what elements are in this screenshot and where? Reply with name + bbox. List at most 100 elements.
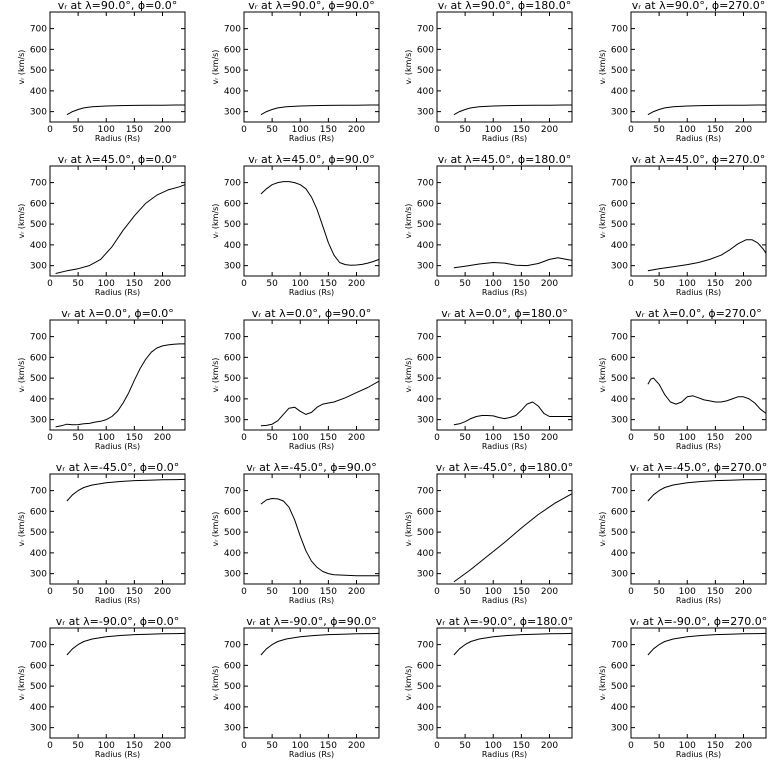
- x-tick-label: 150: [513, 279, 530, 289]
- x-tick-label: 150: [320, 125, 337, 135]
- y-tick-label: 300: [224, 570, 241, 580]
- x-tick-label: 200: [154, 279, 171, 289]
- panel-1: vᵣ at λ=90.0°, ϕ=0.0° 0 50 100 150 200 300 400 5…: [17, 0, 186, 143]
- y-tick-label: 500: [30, 220, 47, 230]
- x-tick-label: 150: [320, 741, 337, 751]
- series-line: [453, 632, 573, 656]
- x-axis-label: Radius (Rs): [482, 442, 527, 451]
- y-tick-label: 600: [224, 353, 241, 363]
- y-tick-label: 700: [224, 25, 241, 35]
- y-axis-label: vᵣ (km/s): [211, 50, 220, 85]
- y-tick-label: 500: [417, 66, 434, 76]
- x-tick-label: 150: [320, 433, 337, 443]
- x-tick-label: 200: [735, 741, 752, 751]
- plot-frame: [49, 627, 186, 739]
- x-tick-label: 50: [72, 433, 84, 443]
- x-tick-label: 200: [735, 587, 752, 597]
- panel-title: vᵣ at λ=-45.0°, ϕ=270.0°: [630, 461, 768, 474]
- y-tick-label: 400: [30, 549, 47, 559]
- y-tick-label: 600: [224, 45, 241, 55]
- y-tick-label: 300: [224, 262, 241, 272]
- x-tick-label: 50: [459, 279, 471, 289]
- y-axis-label: vᵣ (km/s): [211, 204, 220, 239]
- series-line: [453, 104, 572, 116]
- x-tick-label: 0: [434, 587, 440, 597]
- plot-frame: [243, 165, 380, 277]
- panel-title: vᵣ at λ=-45.0°, ϕ=90.0°: [246, 461, 377, 474]
- x-tick-label: 100: [292, 433, 309, 443]
- y-tick-label: 700: [30, 179, 47, 189]
- x-axis-label: Radius (Rs): [676, 596, 721, 605]
- x-tick-label: 200: [735, 125, 752, 135]
- plot-frame: [630, 319, 767, 431]
- x-tick-label: 50: [653, 587, 665, 597]
- y-tick-label: 300: [417, 416, 434, 426]
- panel-title: vᵣ at λ=45.0°, ϕ=270.0°: [632, 153, 766, 166]
- y-tick-label: 300: [611, 108, 628, 118]
- x-axis-label: Radius (Rs): [95, 596, 140, 605]
- y-tick-label: 400: [417, 241, 434, 251]
- y-tick-label: 500: [224, 682, 241, 692]
- y-tick-label: 300: [30, 724, 47, 734]
- panel-2: vᵣ at λ=90.0°, ϕ=90.0° 0 50 100 150 200 300 400…: [211, 0, 380, 143]
- plot-frame: [436, 473, 573, 585]
- y-tick-label: 600: [417, 45, 434, 55]
- x-axis-label: Radius (Rs): [289, 596, 334, 605]
- x-tick-label: 100: [485, 433, 502, 443]
- y-tick-label: 500: [224, 528, 241, 538]
- x-tick-label: 100: [679, 741, 696, 751]
- y-tick-label: 300: [417, 724, 434, 734]
- x-axis-label: Radius (Rs): [676, 288, 721, 297]
- plot-frame: [49, 319, 186, 431]
- x-tick-label: 150: [126, 587, 143, 597]
- x-tick-label: 150: [707, 741, 724, 751]
- x-tick-label: 150: [320, 587, 337, 597]
- y-tick-label: 600: [30, 507, 47, 517]
- y-tick-label: 400: [611, 87, 628, 97]
- panel-title: vᵣ at λ=0.0°, ϕ=270.0°: [635, 307, 762, 320]
- y-axis-label: vᵣ (km/s): [598, 512, 607, 547]
- y-tick-label: 300: [30, 416, 47, 426]
- x-tick-label: 50: [459, 125, 471, 135]
- series-line: [260, 498, 379, 577]
- panel-19: vᵣ at λ=-90.0°, ϕ=180.0° 0 50 100 150 200 300 4…: [404, 615, 573, 759]
- y-tick-label: 500: [417, 374, 434, 384]
- y-tick-label: 400: [224, 395, 241, 405]
- y-axis-label: vᵣ (km/s): [404, 50, 413, 85]
- y-tick-label: 300: [417, 108, 434, 118]
- y-tick-label: 600: [30, 661, 47, 671]
- x-tick-label: 150: [707, 125, 724, 135]
- series-line: [647, 104, 766, 116]
- y-tick-label: 400: [417, 87, 434, 97]
- y-tick-label: 700: [224, 487, 241, 497]
- x-tick-label: 200: [154, 125, 171, 135]
- x-axis-label: Radius (Rs): [289, 750, 334, 759]
- y-tick-label: 700: [611, 487, 628, 497]
- y-tick-label: 500: [611, 374, 628, 384]
- panel-title: vᵣ at λ=90.0°, ϕ=270.0°: [632, 0, 766, 12]
- y-tick-label: 700: [417, 641, 434, 651]
- x-tick-label: 0: [47, 587, 53, 597]
- series-line: [453, 257, 573, 269]
- panel-title: vᵣ at λ=0.0°, ϕ=90.0°: [252, 307, 372, 320]
- y-tick-label: 300: [611, 262, 628, 272]
- x-tick-label: 0: [628, 125, 634, 135]
- x-tick-label: 200: [154, 587, 171, 597]
- y-tick-label: 400: [224, 703, 241, 713]
- y-tick-label: 600: [30, 353, 47, 363]
- panel-4: vᵣ at λ=90.0°, ϕ=270.0° 0 50 100 150 200 300 40…: [598, 0, 767, 143]
- x-tick-label: 100: [292, 279, 309, 289]
- x-tick-label: 150: [707, 279, 724, 289]
- y-tick-label: 700: [611, 333, 628, 343]
- series-line: [453, 493, 573, 583]
- x-tick-label: 200: [541, 125, 558, 135]
- y-axis-label: vᵣ (km/s): [404, 666, 413, 701]
- panel-title: vᵣ at λ=45.0°, ϕ=90.0°: [248, 153, 375, 166]
- x-tick-label: 100: [292, 587, 309, 597]
- y-axis-label: vᵣ (km/s): [211, 358, 220, 393]
- plot-frame: [436, 165, 573, 277]
- x-tick-label: 0: [241, 587, 247, 597]
- series-line: [66, 104, 185, 116]
- x-tick-label: 50: [72, 587, 84, 597]
- y-tick-label: 700: [30, 25, 47, 35]
